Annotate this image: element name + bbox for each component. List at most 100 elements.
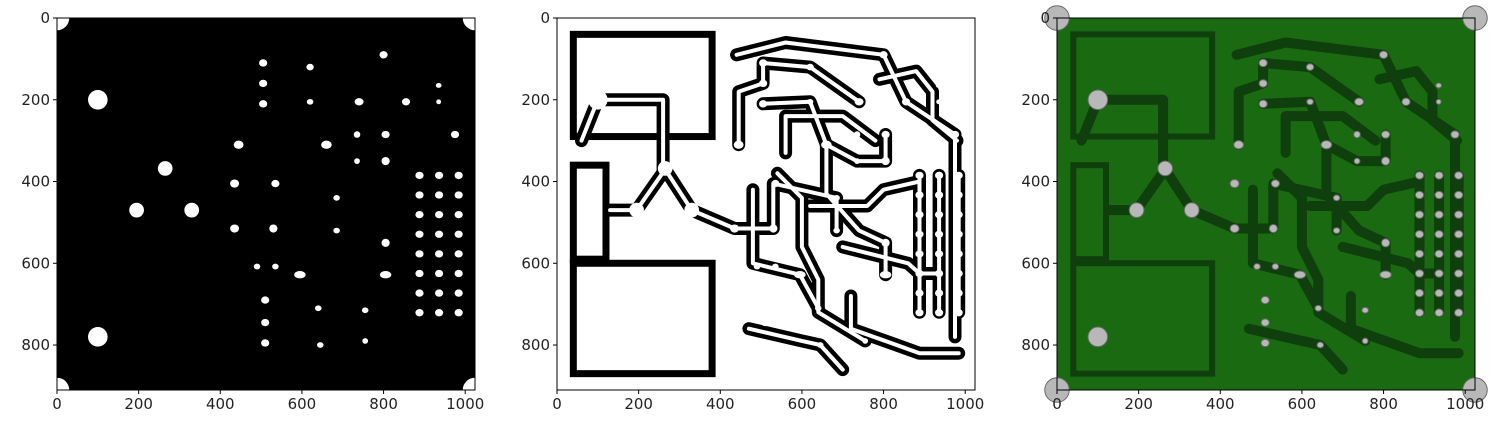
solder-pad [935, 191, 943, 198]
x-tick-label: 0 [552, 395, 562, 413]
solder-pad [1382, 239, 1390, 247]
solder-pad [1435, 231, 1443, 238]
solder-pad [333, 228, 340, 234]
y-tick-label: 200 [521, 91, 550, 109]
solder-pad [1294, 271, 1305, 278]
solder-pad [915, 289, 923, 296]
solder-pad [769, 224, 777, 232]
solder-pad [455, 289, 463, 296]
y-tick-label: 600 [1021, 254, 1050, 272]
solder-pad [855, 98, 864, 105]
solder-pad [1415, 231, 1423, 238]
solder-pad [1230, 179, 1239, 187]
pcb-photo-image: 0 200 400 600 800 1000 0 200 400 600 800 [1000, 0, 1500, 430]
solder-pad [882, 131, 890, 138]
solder-pad [955, 231, 963, 238]
solder-pad [435, 250, 443, 257]
solder-pad [1382, 131, 1390, 138]
solder-pad [415, 172, 423, 179]
solder-pad [915, 172, 923, 179]
solder-pad [915, 191, 923, 198]
solder-pad [955, 172, 963, 179]
solder-pad [1415, 191, 1423, 198]
x-tick-label: 200 [1124, 395, 1153, 413]
solder-pad [88, 90, 108, 110]
solder-pad [272, 264, 279, 270]
solder-pad [294, 271, 305, 278]
solder-pad [1402, 98, 1410, 105]
x-tick-label: 1000 [1446, 395, 1484, 413]
solder-pad [436, 99, 441, 104]
y-tick-label: 200 [21, 91, 50, 109]
solder-pad [435, 231, 443, 238]
y-tick-label: 400 [521, 173, 550, 191]
solder-pad [435, 211, 443, 218]
solder-pad [1254, 264, 1261, 270]
solder-pad [915, 211, 923, 218]
solder-pad [451, 131, 459, 138]
solder-pad [380, 271, 391, 278]
y-tick-label: 0 [540, 9, 550, 27]
solder-pad [1435, 191, 1443, 198]
solder-pad [1158, 161, 1173, 176]
solder-pad [1382, 157, 1390, 165]
solder-pad [307, 99, 314, 105]
solder-pad [1455, 270, 1463, 277]
pad-mask-content [45, 6, 487, 403]
solder-pad [1435, 289, 1443, 296]
solder-pad [362, 307, 369, 313]
solder-pad [862, 307, 869, 313]
trace-mask-image: 0 200 400 600 800 10000200400600800 [500, 0, 1000, 430]
solder-pad [261, 319, 269, 326]
y-tick-label: 800 [21, 336, 50, 354]
solder-pad [1269, 224, 1277, 232]
solder-pad [935, 250, 943, 257]
solder-pad [935, 309, 943, 316]
solder-pad [1415, 270, 1423, 277]
solder-pad [415, 231, 423, 238]
y-tick-label: 800 [521, 336, 550, 354]
solder-pad [1455, 191, 1463, 198]
solder-pad [1415, 211, 1423, 218]
solder-pad [1415, 250, 1423, 257]
solder-pad [1307, 99, 1314, 105]
solder-pad [915, 270, 923, 277]
solder-pad [455, 211, 463, 218]
solder-pad [1455, 289, 1463, 296]
solder-pad [761, 319, 769, 326]
solder-pad [1317, 342, 1324, 348]
solder-pad [455, 270, 463, 277]
solder-pad [1455, 211, 1463, 218]
solder-pad [455, 309, 463, 316]
solder-pad [854, 131, 861, 138]
solder-pad [1436, 83, 1442, 88]
solder-pad [771, 180, 779, 187]
solder-pad [306, 64, 313, 71]
solder-pad [259, 80, 267, 87]
solder-pad [935, 172, 943, 179]
x-tick-label: 400 [706, 395, 735, 413]
solder-pad [955, 270, 963, 277]
solder-pad [415, 191, 423, 198]
solder-pad [1436, 99, 1441, 104]
solder-pad [1455, 231, 1463, 238]
solder-pad [382, 239, 390, 247]
solder-pad [455, 231, 463, 238]
solder-pad [362, 338, 368, 344]
solder-pad [382, 157, 390, 165]
solder-pad [862, 338, 868, 344]
solder-pad [1435, 211, 1443, 218]
x-tick-label: 800 [1369, 395, 1398, 413]
solder-pad [259, 100, 267, 107]
solder-pad [759, 59, 767, 66]
solder-pad [415, 309, 423, 316]
solder-pad [1306, 64, 1313, 71]
solder-pad [254, 264, 261, 270]
solder-pad [1379, 51, 1387, 58]
solder-pad [1230, 224, 1239, 232]
y-tick-label: 200 [1021, 91, 1050, 109]
solder-pad [588, 327, 608, 347]
solder-pad [321, 141, 332, 149]
solder-pad [1354, 158, 1360, 164]
panel-trace-mask: 0 200 400 600 800 1000 0 200 400 600 800 [500, 0, 1000, 430]
